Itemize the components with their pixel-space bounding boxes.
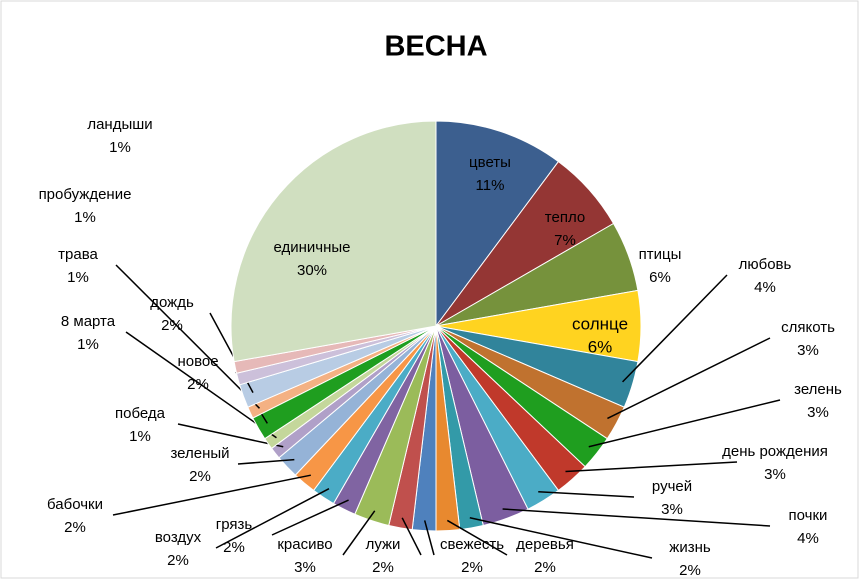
leader-line — [423, 520, 435, 556]
slice-value-label: 6% — [588, 337, 613, 356]
leader-line — [112, 474, 311, 516]
leader-line — [401, 517, 422, 556]
slice-value-label: 3% — [661, 501, 683, 518]
slice-label: победа — [115, 405, 166, 422]
slice-label: трава — [58, 246, 98, 263]
leader-line — [588, 399, 781, 448]
slice-label: бабочки — [47, 496, 103, 513]
leader-line — [446, 519, 508, 556]
slice-label: слякоть — [781, 319, 835, 336]
pie-slice — [230, 120, 437, 363]
slice-value-label: 2% — [223, 539, 245, 556]
slice-value-label: 2% — [64, 519, 86, 536]
slice-value-label: 1% — [77, 336, 99, 353]
slice-label: грязь — [216, 516, 253, 533]
slice-value-label: 1% — [74, 209, 96, 226]
slice-label: воздух — [155, 529, 202, 546]
slice-label: свежесть — [440, 536, 504, 553]
slice-value-label: 30% — [297, 262, 327, 279]
slice-label: красиво — [277, 536, 332, 553]
slice-label: зеленый — [170, 445, 229, 462]
slice-label: птицы — [639, 246, 682, 263]
slice-value-label: 2% — [187, 376, 209, 393]
slice-value-label: 3% — [294, 559, 316, 576]
slice-value-label: 1% — [67, 269, 89, 286]
slice-value-label: 7% — [554, 232, 576, 249]
slice-label: любовь — [739, 256, 792, 273]
slice-label: день рождения — [722, 443, 828, 460]
leader-line — [215, 488, 330, 549]
slice-label: зелень — [794, 381, 842, 398]
slice-value-label: 11% — [476, 177, 505, 194]
slice-label: единичные — [273, 239, 350, 256]
slice-value-label: 3% — [764, 466, 786, 483]
leader-line — [177, 423, 284, 448]
slice-label: ландыши — [87, 116, 152, 133]
leader-line — [565, 461, 738, 473]
slice-label: 8 марта — [61, 313, 116, 330]
slice-label: лужи — [366, 536, 401, 553]
slice-value-label: 2% — [534, 559, 556, 576]
slice-label: дождь — [150, 294, 194, 311]
pie-slice — [435, 120, 560, 328]
slice-label: почки — [789, 507, 828, 524]
leader-line — [622, 274, 728, 383]
chart-title: ВЕСНА — [384, 31, 487, 63]
slice-label: тепло — [545, 209, 585, 226]
slice-value-label: 1% — [129, 428, 151, 445]
slice-value-label: 2% — [372, 559, 394, 576]
slice-label: пробуждение — [39, 186, 132, 203]
slice-value-label: 3% — [807, 404, 829, 421]
leader-line — [125, 331, 277, 439]
leader-line — [115, 264, 261, 409]
leader-line — [538, 491, 635, 498]
slice-label: цветы — [469, 154, 511, 171]
leader-line — [502, 508, 771, 527]
slice-value-label: 2% — [167, 552, 189, 569]
slice-value-label: 4% — [797, 530, 819, 547]
slice-value-label: 3% — [797, 342, 819, 359]
leader-line — [271, 499, 349, 536]
slice-value-label: 1% — [109, 139, 131, 156]
slice-value-label: 6% — [649, 269, 671, 286]
slice-value-label: 2% — [679, 562, 701, 579]
slice-label: ручей — [652, 478, 692, 495]
leader-line — [607, 337, 771, 420]
leader-line — [342, 510, 376, 556]
slice-value-label: 2% — [161, 317, 183, 334]
slice-value-label: 4% — [754, 279, 776, 296]
slice-label: деревья — [516, 536, 574, 553]
slice-value-label: 2% — [189, 468, 211, 485]
leader-line — [237, 458, 295, 465]
slice-label: солнце — [572, 314, 628, 333]
slice-label: жизнь — [669, 539, 711, 556]
leader-line — [469, 517, 653, 559]
slice-value-label: 2% — [461, 559, 483, 576]
